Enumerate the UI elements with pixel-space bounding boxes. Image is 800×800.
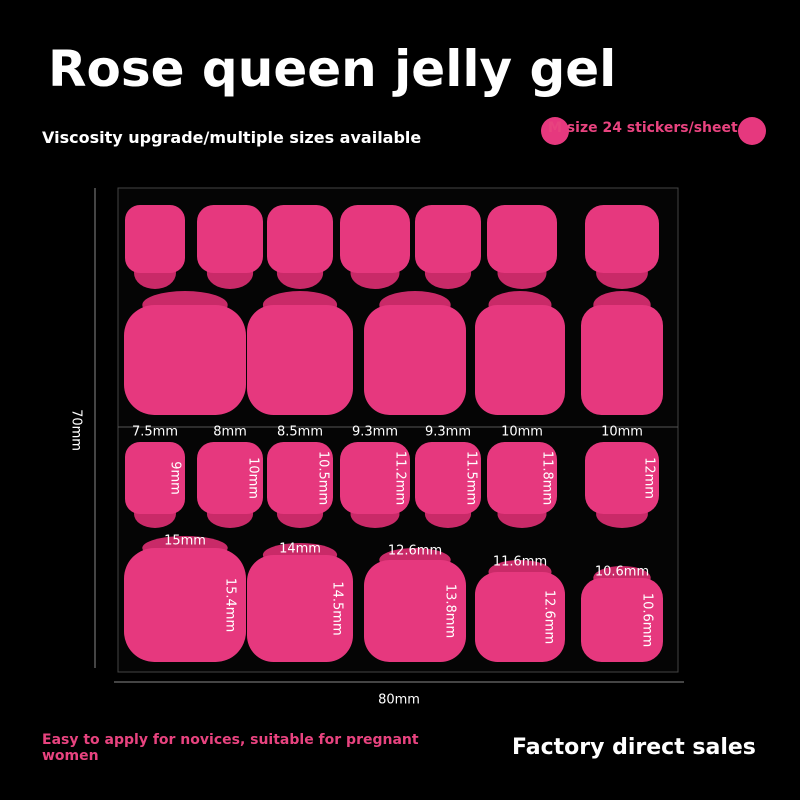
nail-sticker bbox=[581, 578, 663, 662]
nail-sticker bbox=[267, 442, 333, 514]
badge-dot bbox=[738, 117, 766, 145]
nail-sticker bbox=[197, 442, 263, 514]
height-label: 11.2mm bbox=[393, 451, 408, 505]
nail-sticker bbox=[415, 442, 481, 514]
width-label: 12.6mm bbox=[388, 544, 442, 559]
nail-sticker bbox=[364, 560, 466, 662]
width-label: 8mm bbox=[213, 425, 247, 440]
nail-sticker bbox=[125, 442, 185, 514]
width-label: 9.3mm bbox=[352, 425, 398, 440]
nail-sticker bbox=[487, 205, 557, 273]
nail-sticker bbox=[124, 548, 246, 662]
height-label: 11.5mm bbox=[464, 451, 479, 505]
nail-sticker bbox=[125, 205, 185, 273]
height-label: 9mm bbox=[168, 461, 183, 495]
height-label: 10.6mm bbox=[640, 593, 655, 647]
width-label: 8.5mm bbox=[277, 425, 323, 440]
nail-sticker bbox=[475, 305, 565, 415]
title: Rose queen jelly gel bbox=[48, 40, 617, 98]
badge-dot bbox=[541, 117, 569, 145]
width-label: 10.6mm bbox=[595, 565, 649, 580]
nail-sticker bbox=[585, 442, 659, 514]
nail-sticker bbox=[581, 305, 663, 415]
height-label: 12.6mm bbox=[542, 590, 557, 644]
height-label: 70mm bbox=[69, 409, 84, 451]
footer-left: Easy to apply for novices, suitable for … bbox=[42, 732, 419, 764]
height-label: 13.8mm bbox=[443, 584, 458, 638]
height-label: 11.8mm bbox=[540, 451, 555, 505]
footer-right: Factory direct sales bbox=[512, 735, 756, 760]
nail-sticker bbox=[585, 205, 659, 273]
nail-sticker bbox=[415, 205, 481, 273]
width-label: 80mm bbox=[378, 693, 420, 708]
height-label: 15.4mm bbox=[223, 578, 238, 632]
width-label: 11.6mm bbox=[493, 555, 547, 570]
height-label: 10mm bbox=[246, 457, 261, 499]
nail-sticker bbox=[340, 205, 410, 273]
height-label: 14.5mm bbox=[330, 581, 345, 635]
nail-sticker bbox=[340, 442, 410, 514]
height-label: 10.5mm bbox=[316, 451, 331, 505]
nail-sticker bbox=[475, 572, 565, 662]
nail-sticker bbox=[487, 442, 557, 514]
width-label: 15mm bbox=[164, 534, 206, 549]
nail-sticker bbox=[247, 555, 353, 662]
height-label: 12mm bbox=[642, 457, 657, 499]
width-label: 14mm bbox=[279, 542, 321, 557]
nail-sticker bbox=[247, 305, 353, 415]
nail-sticker bbox=[364, 305, 466, 415]
subtitle: Viscosity upgrade/multiple sizes availab… bbox=[42, 128, 422, 147]
nail-sticker bbox=[197, 205, 263, 273]
width-label: 9.3mm bbox=[425, 425, 471, 440]
width-label: 10mm bbox=[601, 425, 643, 440]
badge: M size 24 stickers/sheet bbox=[548, 120, 738, 136]
nail-sticker bbox=[124, 305, 246, 415]
width-label: 10mm bbox=[501, 425, 543, 440]
nail-sticker bbox=[267, 205, 333, 273]
width-label: 7.5mm bbox=[132, 425, 178, 440]
